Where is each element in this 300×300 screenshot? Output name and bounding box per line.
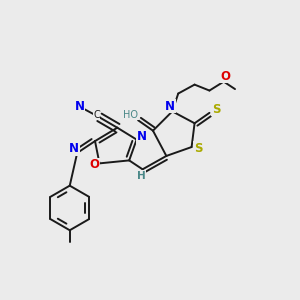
Text: C: C <box>93 110 100 120</box>
Text: N: N <box>69 142 79 155</box>
Text: N: N <box>165 100 175 112</box>
Text: HO: HO <box>123 110 138 120</box>
Text: S: S <box>212 103 220 116</box>
Text: N: N <box>75 100 85 113</box>
Text: H: H <box>137 171 146 181</box>
Text: O: O <box>89 158 99 171</box>
Text: O: O <box>220 70 230 83</box>
Text: N: N <box>137 130 147 143</box>
Text: S: S <box>194 142 203 155</box>
